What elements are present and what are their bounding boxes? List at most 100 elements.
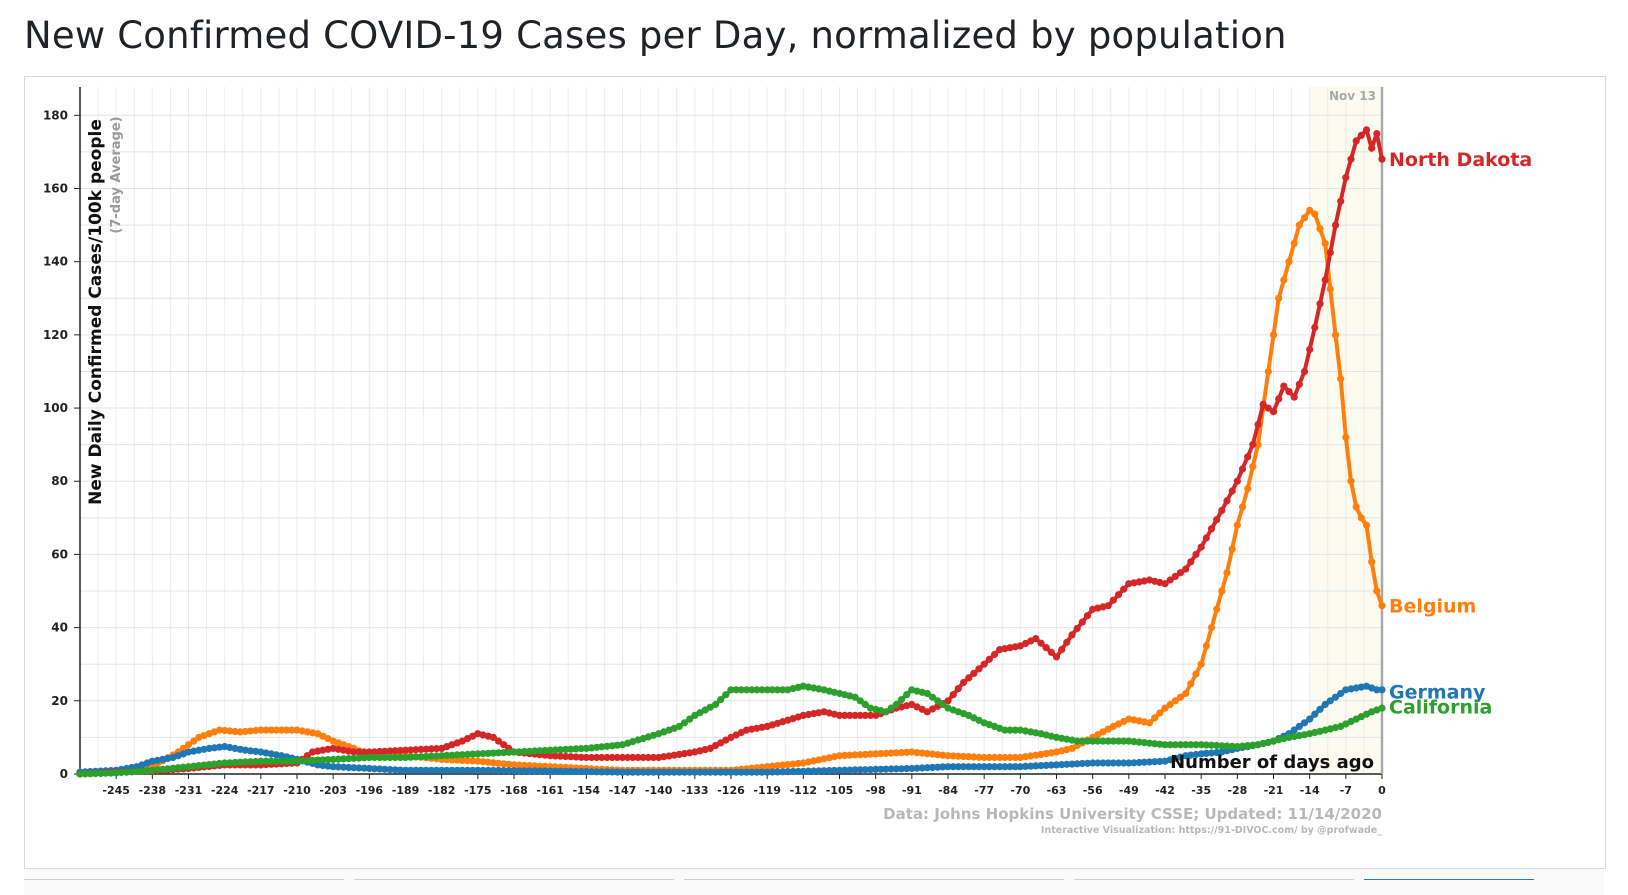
data-point-belgium: [1331, 331, 1340, 339]
data-point-north-dakota: [1337, 197, 1345, 205]
data-point-belgium: [1342, 433, 1350, 441]
data-point-germany: [500, 767, 508, 775]
data-point-north-dakota: [1238, 465, 1247, 473]
data-point-germany: [882, 765, 890, 773]
data-point-north-dakota: [1058, 646, 1066, 654]
data-point-germany: [629, 768, 637, 776]
data-point-north-dakota: [618, 753, 627, 762]
page-title: New Confirmed COVID-19 Cases per Day, no…: [24, 14, 1287, 57]
data-point-germany: [1021, 762, 1030, 771]
data-point-germany: [458, 766, 466, 774]
data-point-north-dakota: [1161, 580, 1169, 588]
data-point-germany: [737, 768, 745, 776]
data-point-california: [329, 755, 337, 764]
data-point-north-dakota: [1042, 644, 1050, 652]
data-point-north-dakota: [1207, 525, 1216, 533]
data-point-california: [252, 757, 260, 766]
data-point-belgium: [923, 750, 931, 758]
x-tick-label: -35: [1191, 784, 1211, 797]
data-point-germany: [417, 766, 425, 774]
data-point-belgium: [469, 757, 477, 765]
data-point-belgium: [463, 757, 472, 765]
data-point-germany: [634, 768, 642, 776]
data-point-north-dakota: [562, 752, 570, 761]
data-point-belgium: [939, 751, 947, 759]
data-point-germany: [763, 768, 771, 776]
data-point-north-dakota: [1275, 395, 1283, 403]
data-point-belgium: [1192, 670, 1200, 678]
y-tick-label: 180: [43, 108, 68, 122]
data-point-germany: [861, 766, 869, 774]
data-point-germany: [603, 768, 611, 776]
y-tick-label: 120: [43, 328, 68, 342]
data-point-california: [1176, 741, 1185, 749]
data-point-belgium: [525, 762, 534, 770]
data-point-california: [319, 756, 327, 764]
data-point-belgium: [1006, 753, 1014, 762]
data-point-california: [505, 748, 513, 756]
data-point-california: [484, 749, 492, 758]
data-point-north-dakota: [1032, 635, 1040, 643]
data-point-belgium: [897, 749, 906, 757]
data-point-california: [1249, 741, 1257, 749]
x-tick-label: -126: [717, 784, 745, 797]
data-point-california: [391, 753, 399, 762]
data-point-germany: [794, 767, 802, 776]
data-point-california: [742, 686, 751, 694]
data-point-north-dakota: [1280, 382, 1288, 390]
data-point-california: [443, 751, 451, 760]
x-tick-label: 0: [1378, 784, 1386, 797]
current-date-label: Nov 13: [1329, 89, 1376, 103]
data-point-germany: [541, 767, 549, 775]
data-point-california: [1089, 737, 1097, 745]
data-point-belgium: [1373, 587, 1381, 595]
x-tick-label: -14: [1300, 784, 1320, 797]
data-point-north-dakota: [1197, 543, 1205, 551]
data-point-germany: [479, 766, 487, 775]
data-point-germany: [1104, 759, 1112, 767]
x-tick-label: -42: [1155, 784, 1175, 797]
data-point-north-dakota: [556, 752, 565, 760]
series-label-california: California: [1389, 696, 1492, 718]
data-point-north-dakota: [1306, 345, 1314, 354]
data-point-california: [1161, 741, 1169, 749]
data-point-california: [1166, 741, 1174, 749]
data-point-north-dakota: [551, 752, 559, 760]
data-point-germany: [562, 767, 570, 775]
data-point-north-dakota: [593, 753, 601, 762]
data-point-north-dakota: [376, 747, 384, 756]
data-point-germany: [396, 766, 404, 774]
y-tick-label: 20: [51, 694, 68, 708]
data-point-germany: [1083, 759, 1092, 767]
data-point-germany: [887, 765, 895, 773]
data-point-north-dakota: [494, 737, 503, 745]
data-point-germany: [1151, 758, 1159, 766]
data-point-germany: [830, 766, 838, 775]
data-point-germany: [1326, 697, 1334, 705]
data-point-california: [1192, 741, 1200, 749]
data-point-germany: [1306, 715, 1314, 723]
data-point-california: [520, 747, 528, 756]
data-point-germany: [608, 768, 616, 776]
data-point-germany: [1109, 759, 1117, 767]
data-point-germany: [939, 763, 947, 771]
data-point-california: [417, 753, 425, 761]
data-point-north-dakota: [835, 711, 844, 720]
data-point-california: [469, 750, 477, 758]
data-point-california: [1078, 737, 1086, 745]
data-point-california: [494, 749, 503, 757]
data-point-north-dakota: [1052, 653, 1061, 661]
data-point-germany: [701, 768, 709, 776]
data-point-belgium: [851, 751, 859, 759]
data-point-california: [215, 759, 224, 768]
data-point-germany: [1037, 762, 1045, 770]
data-point-california: [577, 745, 585, 753]
data-point-california: [138, 767, 146, 775]
data-point-germany: [918, 764, 926, 772]
data-point-california: [184, 763, 193, 771]
data-point-belgium: [1316, 225, 1324, 233]
data-point-belgium: [1300, 214, 1309, 222]
data-point-germany: [1300, 719, 1309, 727]
data-point-california: [1187, 741, 1195, 749]
data-point-california: [226, 759, 234, 767]
